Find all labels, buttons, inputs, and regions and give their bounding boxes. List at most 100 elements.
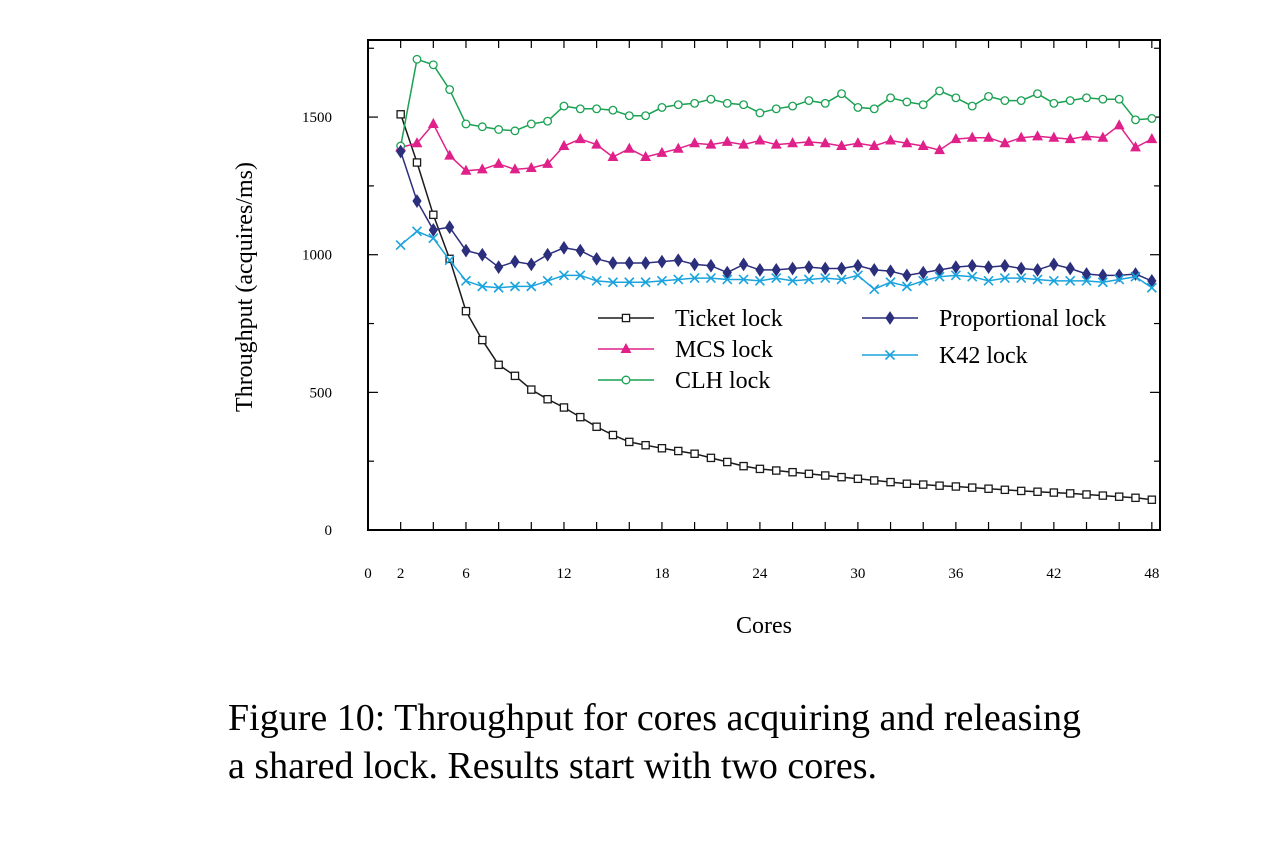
data-point-mcs-lock (852, 137, 864, 148)
data-point-clh-lock (624, 111, 634, 121)
data-point-clh-lock (935, 86, 944, 96)
data-point-mcs-lock (754, 134, 766, 145)
legend-label: CLH lock (675, 368, 770, 394)
data-point-k42-lock (460, 275, 472, 286)
data-point-mcs-lock (476, 163, 488, 174)
data-point-proportional-lock (445, 220, 455, 235)
data-point-clh-lock (967, 101, 977, 111)
caption-line-2: a shared lock. Results start with two co… (228, 745, 878, 787)
data-point-ticket-lock (412, 158, 422, 167)
data-point-ticket-lock (396, 110, 405, 119)
data-point-k42-lock (1114, 274, 1125, 285)
data-point-k42-lock (1097, 277, 1108, 288)
legend-item-mcs-lock: MCS lock (598, 337, 773, 363)
x-tick-label: 12 (556, 566, 571, 582)
data-point-k42-lock (771, 273, 782, 284)
data-point-clh-lock (771, 104, 781, 114)
data-point-clh-lock (1147, 114, 1157, 123)
data-point-ticket-lock (478, 335, 487, 345)
data-point-clh-lock (428, 60, 438, 70)
data-point-mcs-lock (542, 157, 554, 168)
data-point-k42-lock (950, 270, 961, 281)
data-point-k42-lock (1081, 275, 1092, 286)
data-point-proportional-lock (689, 257, 700, 272)
series-proportional-lock (396, 144, 1157, 288)
x-tick-label: 42 (1046, 566, 1061, 582)
data-point-mcs-lock (689, 137, 701, 148)
data-point-clh-lock (526, 119, 536, 129)
data-point-k42-lock (444, 255, 455, 266)
data-point-k42-lock (754, 275, 765, 286)
legend-item-proportional-lock: Proportional lock (862, 306, 1106, 332)
data-point-clh-lock (1082, 93, 1091, 103)
series-layer (395, 54, 1158, 504)
data-point-clh-lock (608, 105, 618, 115)
data-point-k42-lock (542, 275, 553, 286)
data-point-mcs-lock (721, 135, 733, 146)
data-point-k42-lock (852, 270, 863, 281)
data-point-ticket-lock (804, 469, 814, 479)
data-point-ticket-lock (935, 481, 944, 490)
data-point-ticket-lock (625, 437, 634, 447)
data-point-proportional-lock (1016, 261, 1026, 276)
legend-label: K42 lock (939, 343, 1028, 369)
data-point-k42-lock (509, 281, 521, 292)
data-point-k42-lock (722, 274, 733, 285)
data-point-mcs-lock (1015, 131, 1027, 142)
data-point-ticket-lock (510, 371, 520, 381)
data-point-proportional-lock (608, 256, 618, 270)
data-point-proportional-lock (755, 262, 765, 277)
data-point-proportional-lock (804, 260, 814, 275)
data-point-clh-lock (739, 100, 749, 110)
data-point-proportional-lock (624, 256, 634, 270)
data-point-ticket-lock (543, 394, 552, 404)
data-point-clh-lock (641, 111, 651, 121)
legend-swatch-marker (884, 349, 896, 361)
data-point-ticket-lock (853, 474, 863, 484)
data-point-mcs-lock (574, 133, 586, 144)
data-point-proportional-lock (1000, 258, 1010, 273)
axis-ticks (368, 40, 1160, 530)
data-point-mcs-lock (1064, 133, 1076, 144)
legend-item-ticket-lock: Ticket lock (598, 306, 783, 332)
data-point-mcs-lock (1097, 131, 1109, 142)
data-point-ticket-lock (527, 385, 536, 394)
plot-frame (367, 39, 1161, 531)
data-point-proportional-lock (396, 144, 406, 159)
data-point-mcs-lock (1081, 130, 1092, 141)
data-point-proportional-lock (461, 243, 471, 258)
data-point-k42-lock (591, 275, 602, 286)
data-point-k42-lock (395, 240, 406, 251)
data-point-clh-lock (1131, 115, 1140, 125)
data-point-mcs-lock (1130, 141, 1141, 152)
x-tick-label: 48 (1144, 566, 1159, 582)
data-point-clh-lock (918, 100, 928, 110)
data-point-proportional-lock (706, 258, 716, 273)
data-point-clh-lock (543, 116, 553, 126)
data-point-ticket-lock (608, 430, 618, 440)
data-point-mcs-lock (1048, 131, 1060, 142)
data-point-ticket-lock (674, 446, 683, 456)
data-point-k42-lock (640, 277, 651, 288)
data-point-clh-lock (461, 119, 471, 129)
data-point-ticket-lock (445, 254, 454, 264)
data-point-k42-lock (411, 226, 423, 237)
data-point-mcs-lock (1146, 133, 1158, 144)
data-point-ticket-lock (1114, 492, 1124, 501)
data-point-k42-lock (656, 275, 668, 286)
data-point-k42-lock (575, 270, 586, 281)
data-point-k42-lock (983, 275, 994, 286)
data-point-ticket-lock (788, 467, 797, 477)
data-point-k42-lock (787, 275, 798, 286)
data-point-clh-lock (984, 91, 993, 101)
data-point-mcs-lock (591, 138, 603, 149)
legend-swatch-marker (620, 342, 632, 353)
data-point-clh-lock (1114, 94, 1124, 104)
x-tick-label: 18 (654, 566, 669, 582)
data-point-k42-lock (967, 271, 978, 282)
data-point-k42-lock (885, 277, 896, 288)
data-point-clh-lock (510, 126, 520, 136)
x-tick-label: 36 (948, 566, 964, 582)
data-point-k42-lock (999, 273, 1010, 284)
data-point-mcs-lock (885, 134, 896, 145)
